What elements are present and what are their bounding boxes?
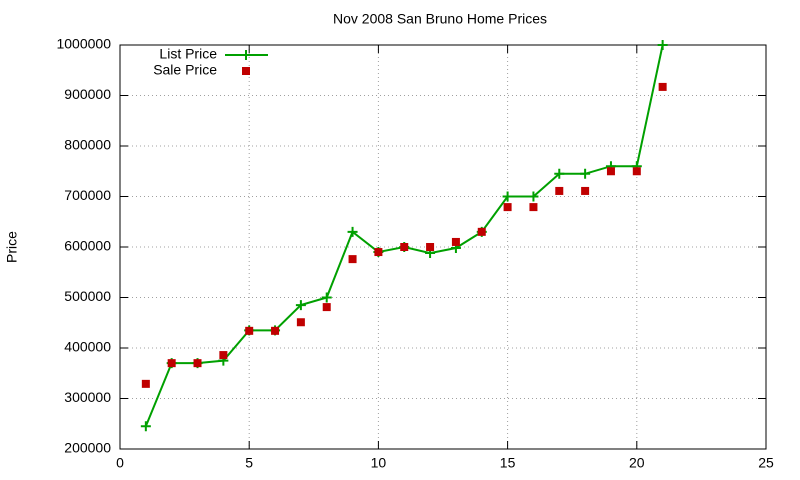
data-point [606, 167, 615, 176]
data-point [322, 303, 331, 312]
y-axis-label: Price [4, 231, 20, 263]
data-point [502, 191, 513, 202]
data-point [658, 82, 667, 91]
y-tick-label: 800000 [64, 137, 111, 153]
data-point [245, 326, 254, 335]
legend-label: Sale Price [153, 62, 217, 78]
data-point [374, 248, 383, 257]
y-tick-label: 900000 [64, 86, 111, 102]
x-tick-label: 5 [245, 455, 253, 471]
y-tick-label: 700000 [64, 187, 111, 203]
x-tick-label: 25 [758, 455, 774, 471]
data-point [529, 203, 538, 212]
data-point [528, 191, 539, 202]
data-point [321, 292, 332, 303]
data-point [503, 203, 512, 212]
data-point [426, 243, 435, 251]
data-point [347, 226, 358, 237]
chart-title: Nov 2008 San Bruno Home Prices [333, 11, 547, 27]
data-point [580, 168, 591, 179]
x-tick-label: 20 [629, 455, 645, 471]
y-tick-label: 300000 [64, 389, 111, 405]
y-tick-label: 500000 [64, 288, 111, 304]
data-point [219, 351, 228, 360]
y-tick-label: 600000 [64, 238, 111, 254]
data-point [295, 300, 306, 311]
data-point [400, 243, 409, 251]
x-tick-label: 0 [116, 455, 124, 471]
data-point [554, 168, 565, 179]
data-point [141, 379, 150, 388]
data-point [193, 359, 202, 368]
legend-marker [242, 67, 250, 75]
data-point [632, 167, 641, 176]
data-point [296, 318, 305, 327]
legend-marker [241, 50, 251, 60]
y-tick-label: 1000000 [56, 36, 111, 52]
data-point [271, 326, 280, 335]
data-point [581, 186, 590, 195]
data-point [348, 255, 357, 264]
data-point [657, 40, 668, 50]
data-point [140, 421, 151, 432]
x-tick-label: 10 [371, 455, 387, 471]
data-point [167, 359, 176, 368]
y-tick-label: 200000 [64, 440, 111, 456]
x-tick-label: 15 [500, 455, 516, 471]
data-point [555, 186, 564, 195]
data-point [451, 237, 460, 246]
plot-border [119, 44, 767, 450]
data-point [477, 227, 486, 236]
legend-label: List Price [159, 46, 217, 62]
y-tick-label: 400000 [64, 339, 111, 355]
series-line [144, 44, 664, 427]
